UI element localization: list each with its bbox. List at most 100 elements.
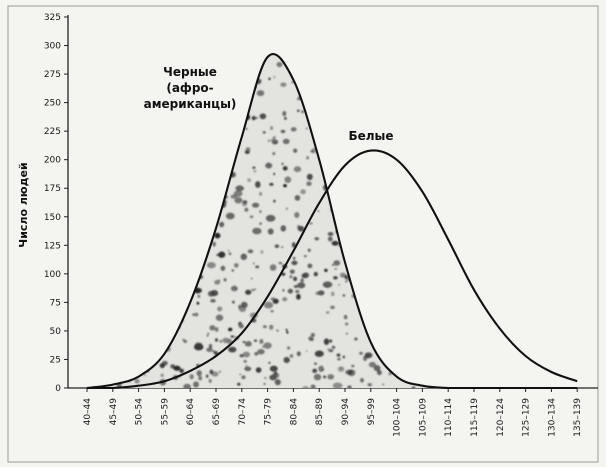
stipple-dot <box>268 361 271 364</box>
stipple-dot <box>340 105 345 111</box>
stipple-dot <box>392 199 400 204</box>
stipple-dot <box>458 123 468 130</box>
stipple-dot <box>139 306 142 308</box>
stipple-dot <box>245 364 248 368</box>
stipple-dot <box>259 339 264 344</box>
stipple-dot <box>457 161 462 165</box>
stipple-dot <box>310 332 316 338</box>
stipple-dot <box>333 63 338 69</box>
stipple-dot <box>148 258 151 262</box>
stipple-dot <box>214 232 221 239</box>
stipple-dot <box>273 199 276 203</box>
stipple-dot <box>418 333 424 339</box>
stipple-dot <box>327 348 331 351</box>
stipple-dot <box>227 249 230 253</box>
stipple-dot <box>469 205 477 212</box>
stipple-dot <box>169 195 174 201</box>
stipple-dot <box>103 207 111 214</box>
stipple-dot <box>418 46 423 52</box>
stipple-dot <box>267 228 274 235</box>
stipple-dot <box>173 365 181 371</box>
stipple-dot <box>412 253 417 256</box>
stipple-dot <box>103 118 106 121</box>
stipple-dot <box>316 56 321 61</box>
stipple-dot <box>130 238 136 243</box>
stipple-dot <box>471 144 478 152</box>
stipple-dot <box>439 193 443 196</box>
stipple-dot <box>162 247 167 252</box>
stipple-dot <box>219 221 225 228</box>
stipple-dot <box>272 136 276 140</box>
stipple-dot <box>435 378 441 383</box>
stipple-dot <box>441 95 448 101</box>
stipple-dot <box>135 257 140 264</box>
stipple-dot <box>227 163 233 169</box>
stipple-dot <box>283 356 290 364</box>
x-tick-label: 70–74 <box>238 398 248 426</box>
stipple-dot <box>474 145 481 151</box>
stipple-dot <box>370 54 374 56</box>
stipple-dot <box>474 249 476 252</box>
stipple-dot <box>404 84 412 89</box>
stipple-dot <box>134 378 140 384</box>
stipple-dot <box>305 350 308 352</box>
stipple-dot <box>453 115 456 118</box>
stipple-dot <box>197 294 201 298</box>
stipple-dot <box>267 139 271 143</box>
stipple-dot <box>126 109 133 114</box>
stipple-dot <box>118 225 127 233</box>
stipple-dot <box>280 129 286 134</box>
stipple-dot <box>211 371 219 377</box>
stipple-dot <box>311 105 319 111</box>
stipple-dot <box>445 43 452 48</box>
stipple-dot <box>435 369 440 375</box>
stipple-dot <box>251 116 256 121</box>
stipple-dot <box>129 295 133 299</box>
stipple-dot <box>184 169 187 172</box>
stipple-dot <box>221 49 224 51</box>
stipple-dot <box>173 185 178 189</box>
stipple-dot <box>373 99 376 102</box>
stipple-dot <box>410 272 415 279</box>
stipple-dot <box>363 83 369 88</box>
stipple-dot <box>324 97 332 103</box>
stipple-dot <box>240 301 248 308</box>
stipple-dot <box>254 288 257 291</box>
stipple-dot <box>177 208 181 213</box>
stipple-dot <box>251 62 260 69</box>
stipple-dot <box>352 144 359 150</box>
stipple-dot <box>139 221 141 224</box>
stipple-dot <box>167 130 173 135</box>
stipple-dot <box>133 270 136 273</box>
stipple-dot <box>225 78 232 84</box>
stipple-dot <box>435 291 443 298</box>
stipple-dot <box>457 163 460 166</box>
stipple-dot <box>284 176 292 183</box>
stipple-dot <box>419 194 423 199</box>
stipple-dot <box>283 184 287 188</box>
stipple-dot <box>347 66 354 71</box>
x-tick-label: 135–139 <box>573 398 583 437</box>
y-tick-label: 100 <box>44 270 61 280</box>
stipple-dot <box>310 384 316 389</box>
stipple-dot <box>368 226 377 233</box>
stipple-dot <box>382 86 385 89</box>
stipple-dot <box>411 278 417 282</box>
stipple-dot <box>385 301 391 307</box>
stipple-dot <box>473 243 479 247</box>
stipple-dot <box>150 83 155 88</box>
stipple-dot <box>420 203 423 205</box>
stipple-dot <box>183 383 191 389</box>
stipple-dot <box>172 135 180 143</box>
stipple-dot <box>112 39 117 44</box>
x-tick-label: 120–124 <box>496 398 506 437</box>
stipple-dot <box>454 178 459 184</box>
stipple-dot <box>361 201 369 208</box>
stipple-dot <box>408 49 411 52</box>
stipple-dot <box>262 325 267 329</box>
stipple-dot <box>470 168 477 174</box>
stipple-dot <box>105 214 108 218</box>
stipple-dot <box>409 241 418 249</box>
stipple-dot <box>244 74 253 81</box>
